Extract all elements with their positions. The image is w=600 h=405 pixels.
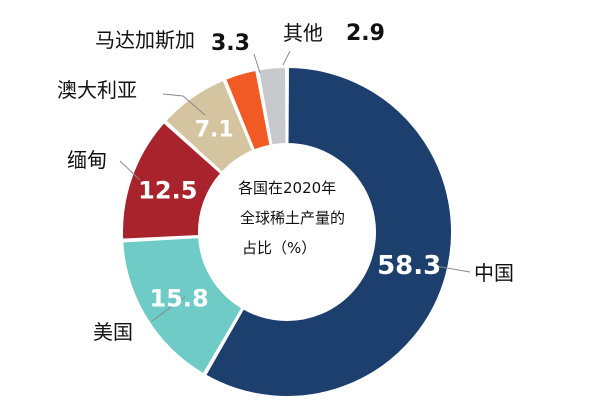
connector-myanmar — [119, 160, 141, 181]
value-label-china: 58.3 — [377, 251, 441, 281]
value-label-australia: 7.1 — [195, 117, 234, 142]
value-label-other: 2.9 — [346, 21, 385, 46]
slice-madagascar — [223, 68, 272, 152]
slice-australia — [163, 78, 255, 175]
slice-other — [256, 65, 288, 147]
connector-other — [282, 50, 291, 66]
donut-slices — [121, 65, 453, 398]
slice-myanmar — [121, 120, 223, 241]
center-label-line-2: 全球稀土产量的 — [240, 209, 345, 227]
connector-usa — [151, 296, 186, 322]
value-label-myanmar: 12.5 — [138, 176, 197, 204]
center-label: 各国在2020年 全球稀土产量的 占比（%） — [238, 179, 345, 257]
category-label-china: 中国 — [474, 261, 514, 285]
center-label-line-3: 占比（%） — [242, 239, 316, 257]
connector-australia — [162, 93, 206, 116]
connector-madagascar — [253, 53, 261, 74]
value-label-madagascar: 3.3 — [211, 31, 250, 56]
label-connectors — [119, 50, 471, 322]
category-label-madagascar: 马达加斯加 — [95, 28, 195, 52]
connector-china — [429, 264, 471, 273]
category-label-usa: 美国 — [93, 320, 133, 344]
category-label-myanmar: 缅甸 — [67, 148, 107, 172]
slice-value-labels: 58.3 15.8 12.5 7.1 — [138, 117, 441, 312]
slice-usa — [121, 236, 244, 376]
category-label-australia: 澳大利亚 — [57, 78, 137, 102]
center-label-line-1: 各国在2020年 — [238, 179, 336, 197]
category-label-other: 其他 — [283, 21, 323, 45]
slice-china — [203, 65, 453, 398]
value-label-usa: 15.8 — [149, 285, 208, 313]
